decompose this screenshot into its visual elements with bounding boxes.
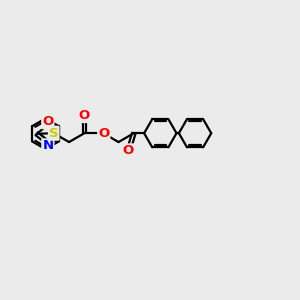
Text: N: N: [42, 140, 53, 152]
Text: O: O: [122, 144, 134, 158]
Text: O: O: [42, 115, 53, 128]
Text: O: O: [79, 109, 90, 122]
Text: S: S: [49, 127, 58, 140]
Text: O: O: [98, 127, 110, 140]
